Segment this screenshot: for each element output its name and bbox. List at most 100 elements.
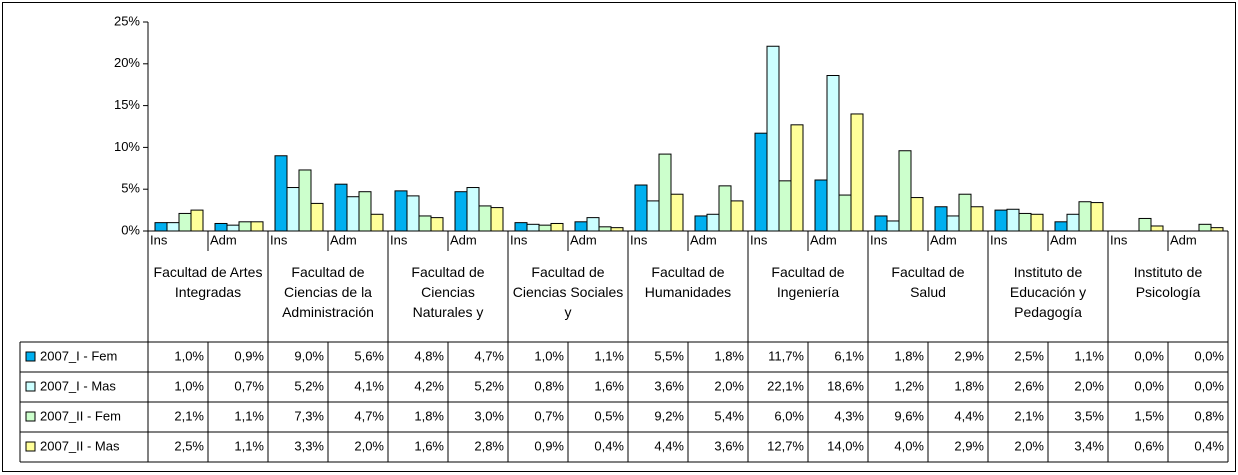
table-value: 3,6% (714, 438, 744, 453)
table-value: 2,6% (1014, 378, 1044, 393)
bar (166, 222, 180, 232)
table-value: 1,2% (894, 378, 924, 393)
table-value: 0,0% (1194, 378, 1224, 393)
bar (1210, 227, 1224, 232)
x-tick-label: Adm (330, 232, 357, 247)
table-value: 0,7% (234, 378, 264, 393)
bar (754, 132, 768, 232)
table-value: 4,4% (954, 408, 984, 423)
table-value: 1,1% (594, 348, 624, 363)
table-value: 12,7% (767, 438, 804, 453)
group-label: Facultad de Salud (891, 264, 965, 300)
table-value: 0,5% (594, 408, 624, 423)
bar (946, 215, 960, 232)
group-label: Facultad de Ingeniería (771, 264, 845, 300)
bar (370, 213, 384, 232)
bar (658, 153, 672, 232)
table-value: 0,0% (1194, 348, 1224, 363)
table-value: 1,8% (894, 348, 924, 363)
table-value: 1,8% (714, 348, 744, 363)
bar (1090, 202, 1104, 232)
table-value: 2,9% (954, 348, 984, 363)
bar (706, 213, 720, 232)
table-value: 5,4% (714, 408, 744, 423)
table-value: 2,5% (1014, 348, 1044, 363)
table-value: 5,5% (654, 348, 684, 363)
table-value: 4,2% (414, 378, 444, 393)
bar (214, 222, 228, 232)
bar (226, 224, 240, 232)
table-value: 0,0% (1134, 378, 1164, 393)
table-value: 1,6% (414, 438, 444, 453)
table-value: 3,5% (1074, 408, 1104, 423)
bar (538, 224, 552, 232)
table-value: 0,7% (534, 408, 564, 423)
bar (838, 194, 852, 232)
bar (178, 212, 192, 232)
table-value: 1,6% (594, 378, 624, 393)
y-tick-label: 20% (114, 55, 140, 70)
table-value: 0,9% (534, 438, 564, 453)
x-tick-label: Ins (1110, 232, 1128, 247)
bar (346, 196, 360, 232)
table-value: 1,1% (234, 408, 264, 423)
table-value: 0,8% (534, 378, 564, 393)
group-label: Instituto de Educación y Pedagogía (1009, 264, 1087, 320)
table-value: 0,9% (234, 348, 264, 363)
bar (1066, 213, 1080, 232)
bar (550, 222, 564, 232)
table-value: 0,6% (1134, 438, 1164, 453)
legend-label: 2007_II - Mas (40, 438, 120, 453)
table-value: 1,8% (954, 378, 984, 393)
bar (634, 184, 648, 232)
bar (274, 155, 288, 232)
bar (874, 215, 888, 232)
bar (1150, 225, 1164, 232)
x-tick-label: Ins (270, 232, 288, 247)
table-value: 3,3% (294, 438, 324, 453)
table-value: 1,1% (234, 438, 264, 453)
x-tick-label: Adm (210, 232, 237, 247)
bar (694, 215, 708, 232)
bar (418, 215, 432, 232)
table-value: 4,4% (654, 438, 684, 453)
x-tick-label: Adm (570, 232, 597, 247)
bar (826, 75, 840, 232)
table-value: 0,0% (1134, 348, 1164, 363)
bar (358, 191, 372, 232)
x-tick-label: Adm (1170, 232, 1197, 247)
bar (406, 195, 420, 232)
table-value: 22,1% (767, 378, 804, 393)
table-value: 4,7% (354, 408, 384, 423)
bar (1078, 201, 1092, 232)
bar (994, 209, 1008, 232)
x-tick-label: Ins (990, 232, 1008, 247)
bar (430, 217, 444, 232)
x-tick-label: Adm (1050, 232, 1077, 247)
bar (154, 222, 168, 232)
x-tick-label: Adm (450, 232, 477, 247)
bar (466, 187, 480, 232)
bar (454, 191, 468, 232)
table-value: 9,2% (654, 408, 684, 423)
bar (586, 217, 600, 232)
table-value: 0,4% (594, 438, 624, 453)
table-value: 5,2% (474, 378, 504, 393)
table-value: 2,9% (954, 438, 984, 453)
bar (1006, 208, 1020, 232)
group-label: Facultad de Humanidades (644, 264, 732, 300)
y-tick-label: 25% (114, 13, 140, 28)
bar (886, 220, 900, 232)
bar (766, 45, 780, 232)
bar (394, 190, 408, 232)
bar (334, 183, 348, 232)
legend-key (25, 351, 36, 362)
table-value: 5,2% (294, 378, 324, 393)
table-value: 7,3% (294, 408, 324, 423)
bar (490, 207, 504, 232)
table-value: 4,1% (354, 378, 384, 393)
bar (934, 206, 948, 232)
x-tick-label: Ins (150, 232, 168, 247)
